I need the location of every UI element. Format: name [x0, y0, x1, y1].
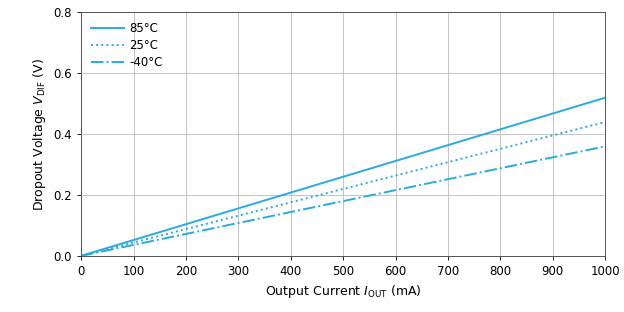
X-axis label: Output Current $\mathit{I}_\mathregular{OUT}$ (mA): Output Current $\mathit{I}_\mathregular{… — [265, 283, 422, 300]
Y-axis label: Dropout Voltage $\mathit{V}_\mathregular{DIF}$ (V): Dropout Voltage $\mathit{V}_\mathregular… — [31, 58, 48, 211]
Legend: 85°C, 25°C, -40°C: 85°C, 25°C, -40°C — [87, 18, 167, 73]
